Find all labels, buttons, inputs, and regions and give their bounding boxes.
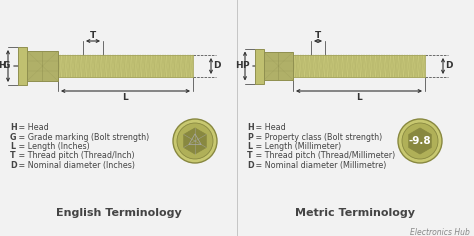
Circle shape xyxy=(402,123,438,159)
Text: T: T xyxy=(315,31,321,41)
Text: D: D xyxy=(247,161,254,170)
Text: T: T xyxy=(90,31,96,41)
Text: = Grade marking (Bolt strength): = Grade marking (Bolt strength) xyxy=(16,132,149,142)
Text: H: H xyxy=(0,62,6,71)
Bar xyxy=(264,52,293,80)
Text: L: L xyxy=(123,93,128,101)
Text: = Nominal diameter (Inches): = Nominal diameter (Inches) xyxy=(16,161,135,170)
Bar xyxy=(18,47,27,85)
Text: = Length (Inches): = Length (Inches) xyxy=(16,142,90,151)
Text: H: H xyxy=(247,123,254,132)
Text: P: P xyxy=(242,62,248,71)
Bar xyxy=(27,51,58,81)
Text: L: L xyxy=(247,142,252,151)
Text: D: D xyxy=(445,62,453,71)
Text: T: T xyxy=(10,152,16,160)
Text: Metric Terminology: Metric Terminology xyxy=(295,208,416,218)
Text: D: D xyxy=(213,62,221,71)
Bar xyxy=(255,49,264,84)
Text: H: H xyxy=(235,62,243,71)
Text: D: D xyxy=(10,161,17,170)
Text: T: T xyxy=(247,152,253,160)
Text: G: G xyxy=(2,62,9,71)
Polygon shape xyxy=(409,128,431,154)
Text: = Thread pitch (Thread/Inch): = Thread pitch (Thread/Inch) xyxy=(16,152,135,160)
Text: = Property class (Bolt strength): = Property class (Bolt strength) xyxy=(253,132,382,142)
Circle shape xyxy=(177,123,213,159)
Text: L: L xyxy=(356,93,362,101)
Text: = Head: = Head xyxy=(16,123,49,132)
Circle shape xyxy=(173,119,217,163)
Circle shape xyxy=(398,119,442,163)
Text: G: G xyxy=(10,132,17,142)
Bar xyxy=(58,55,193,77)
Text: Electronics Hub: Electronics Hub xyxy=(410,228,470,236)
Text: L: L xyxy=(10,142,15,151)
Text: H: H xyxy=(10,123,17,132)
Text: = Thread pitch (Thread/Millimeter): = Thread pitch (Thread/Millimeter) xyxy=(253,152,395,160)
Text: English Terminology: English Terminology xyxy=(55,208,182,218)
Text: = Nominal diameter (Millimetre): = Nominal diameter (Millimetre) xyxy=(253,161,386,170)
Polygon shape xyxy=(184,128,206,154)
Text: = Length (Millimeter): = Length (Millimeter) xyxy=(253,142,341,151)
Text: = Head: = Head xyxy=(253,123,286,132)
Text: P: P xyxy=(247,132,253,142)
Text: -9.8: -9.8 xyxy=(409,136,431,146)
Bar xyxy=(293,55,425,77)
